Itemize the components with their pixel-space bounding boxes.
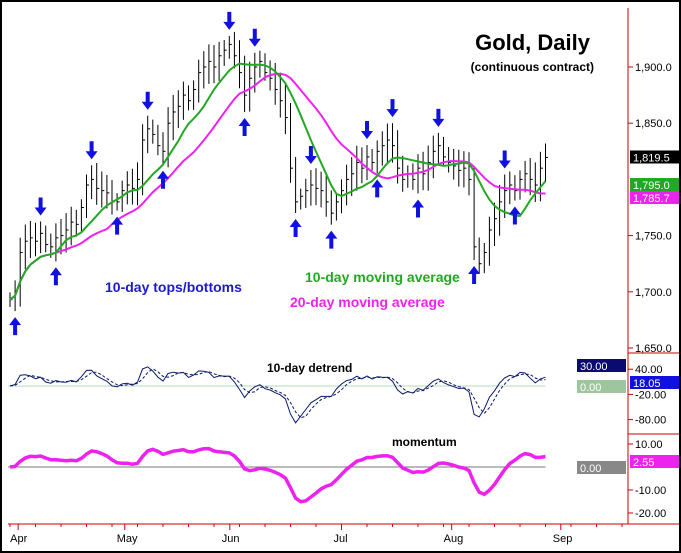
detrend-tick-label: 40.00 bbox=[635, 364, 663, 376]
last-price-box: 1,819.5 bbox=[633, 152, 670, 164]
top-down-arrow-icon bbox=[248, 28, 261, 47]
top-down-arrow-icon bbox=[223, 11, 236, 30]
price-tick-label: 1,700.0 bbox=[635, 287, 672, 299]
detrend-signal-line bbox=[9, 368, 546, 419]
bottom-up-arrow-icon bbox=[508, 206, 521, 225]
detrend-top-box: 30.00 bbox=[580, 361, 608, 373]
detrend-value-box: 18.05 bbox=[633, 378, 661, 390]
top-down-arrow-icon bbox=[498, 150, 511, 169]
month-label: May bbox=[117, 533, 138, 545]
momentum-value-box-bg bbox=[630, 455, 679, 468]
momentum-zero-box: 0.00 bbox=[580, 463, 601, 475]
bottom-up-arrow-icon bbox=[9, 317, 22, 336]
top-down-arrow-icon bbox=[34, 197, 47, 216]
momentum-value-box: 2.55 bbox=[633, 457, 654, 469]
price-tick-label: 1,850.0 bbox=[635, 118, 672, 130]
momentum-zero-box-bg bbox=[577, 461, 626, 474]
bottom-up-arrow-icon bbox=[289, 218, 302, 237]
ma20-value-box-bg bbox=[630, 191, 679, 205]
top-down-arrow-icon bbox=[304, 146, 317, 165]
bottom-up-arrow-icon bbox=[412, 199, 424, 218]
chart-subtitle: (continuous contract) bbox=[471, 60, 594, 74]
month-label: Aug bbox=[444, 533, 464, 545]
top-down-arrow-icon bbox=[386, 99, 399, 118]
ma10-value-box: 1,795.0 bbox=[633, 180, 670, 192]
detrend-zero-box-bg bbox=[577, 380, 626, 393]
chart-title: Gold, Daily bbox=[475, 30, 591, 55]
ma10-legend: 10-day moving average bbox=[305, 269, 460, 285]
price-tick-label: 1,900.0 bbox=[635, 62, 672, 74]
month-label: Jul bbox=[334, 533, 348, 545]
momentum-line bbox=[9, 446, 546, 504]
bottom-up-arrow-icon bbox=[238, 118, 251, 137]
detrend-top-box-bg bbox=[577, 359, 626, 372]
detrend-line bbox=[9, 366, 546, 424]
ma10-line bbox=[9, 62, 547, 301]
momentum-tick-label: -10.00 bbox=[635, 485, 666, 497]
momentum-tick-label: -20.00 bbox=[635, 508, 666, 520]
bottom-up-arrow-icon bbox=[49, 267, 62, 286]
last-price-box-bg bbox=[630, 150, 679, 164]
detrend-tick-label: -20.00 bbox=[635, 389, 666, 401]
momentum-tick-label: 10.00 bbox=[635, 439, 663, 451]
top-down-arrow-icon bbox=[361, 120, 373, 139]
ma20-legend: 20-day moving average bbox=[290, 294, 445, 310]
detrend-zero-box: 0.00 bbox=[580, 382, 601, 394]
top-down-arrow-icon bbox=[85, 141, 98, 160]
detrend-tick-label: -80.00 bbox=[635, 415, 666, 427]
month-label: Apr bbox=[10, 533, 27, 545]
bottom-up-arrow-icon bbox=[468, 266, 481, 285]
top-down-arrow-icon bbox=[432, 108, 445, 127]
top-down-arrow-icon bbox=[141, 91, 154, 110]
month-label: Sep bbox=[553, 533, 573, 545]
detrend-value-box-bg bbox=[630, 376, 679, 389]
bottom-up-arrow-icon bbox=[371, 179, 384, 198]
tops-bottoms-label: 10-day tops/bottoms bbox=[105, 279, 242, 295]
ma20-line bbox=[9, 72, 546, 301]
bottom-up-arrow-icon bbox=[325, 230, 338, 249]
price-tick-label: 1,750.0 bbox=[635, 231, 672, 243]
bottom-up-arrow-icon bbox=[157, 170, 169, 189]
month-label: Jun bbox=[222, 533, 240, 545]
ma20-value-box: 1,785.7 bbox=[633, 193, 670, 205]
detrend-label: 10-day detrend bbox=[267, 361, 352, 375]
momentum-label: momentum bbox=[392, 435, 457, 449]
bottom-up-arrow-icon bbox=[111, 216, 124, 235]
price-tick-label: 1,650.0 bbox=[635, 343, 672, 355]
ma10-value-box-bg bbox=[630, 178, 679, 192]
